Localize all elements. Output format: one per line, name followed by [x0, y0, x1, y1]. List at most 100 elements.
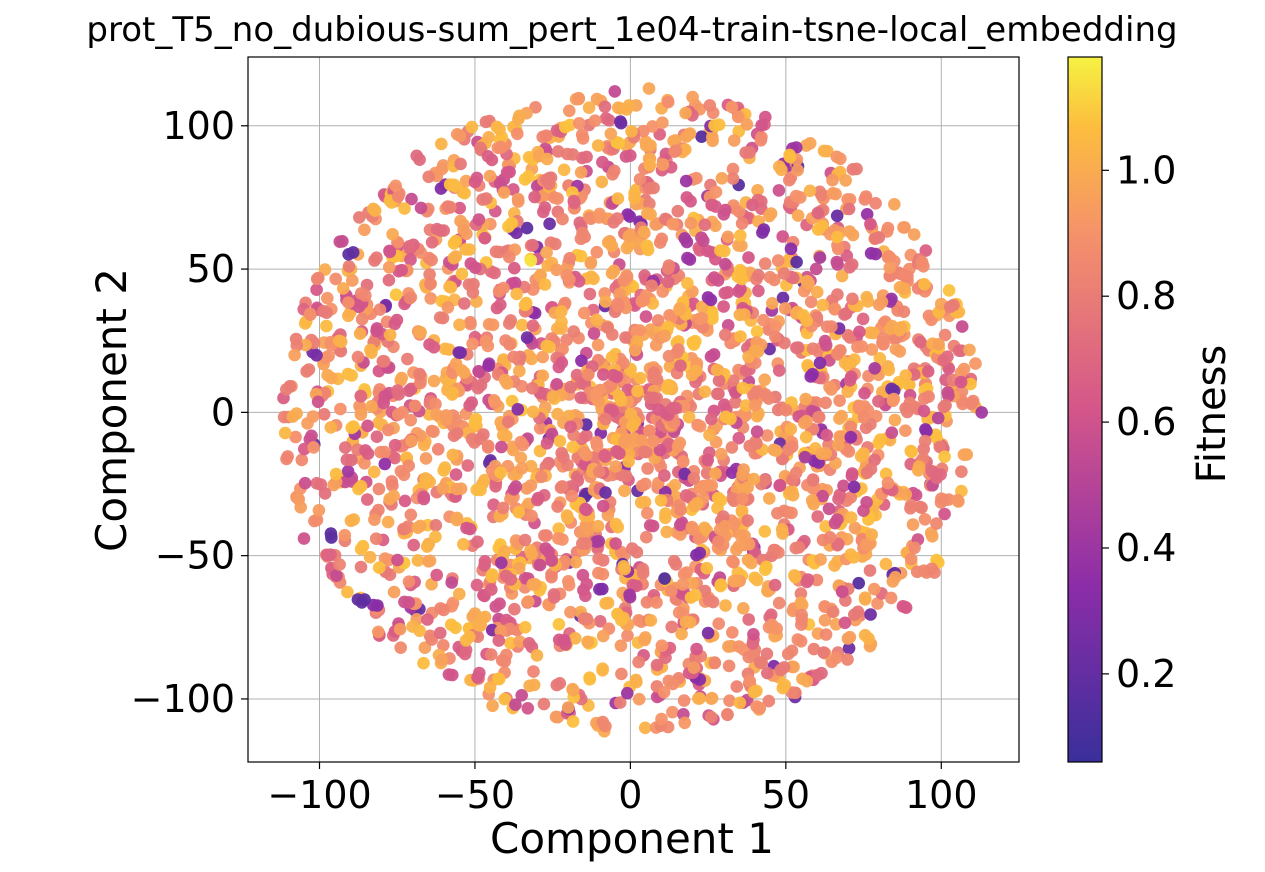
scatter-point [500, 166, 514, 179]
scatter-point [334, 335, 348, 349]
scatter-point [830, 150, 844, 164]
scatter-point [382, 273, 396, 287]
scatter-point [566, 440, 580, 454]
scatter-point [489, 600, 503, 613]
scatter-point [845, 258, 859, 271]
scatter-point [851, 340, 864, 354]
scatter-point [620, 432, 633, 446]
scatter-point [535, 470, 548, 484]
scatter-point [492, 672, 505, 686]
scatter-point [423, 554, 437, 568]
scatter-point [792, 541, 806, 554]
scatter-point [897, 305, 911, 319]
scatter-point [893, 345, 907, 358]
scatter-point [963, 343, 976, 357]
scatter-point [628, 344, 642, 357]
scatter-point [662, 259, 676, 272]
scatter-point [472, 213, 486, 226]
scatter-point [481, 439, 495, 453]
scatter-point [640, 530, 653, 544]
scatter-point [345, 421, 359, 435]
scatter-point [588, 114, 602, 127]
scatter-point [595, 175, 609, 189]
scatter-point [783, 148, 796, 162]
scatter-point [883, 261, 897, 275]
scatter-point [640, 596, 654, 609]
scatter-point [310, 513, 324, 527]
scatter-point [839, 174, 852, 187]
scatter-point [458, 186, 471, 200]
scatter-point [355, 313, 369, 326]
scatter-point [825, 320, 838, 333]
scatter-point [434, 626, 447, 640]
scatter-point [581, 368, 595, 382]
scatter-point [869, 197, 882, 210]
scatter-point [425, 633, 439, 646]
scatter-point [784, 422, 798, 436]
scatter-point [644, 614, 658, 627]
x-axis-ticks: −100 −50 0 50 100 [267, 762, 978, 817]
scatter-point [436, 482, 450, 495]
scatter-point [693, 312, 707, 326]
scatter-point [899, 402, 912, 415]
scatter-point [726, 374, 740, 388]
scatter-point [391, 553, 404, 567]
scatter-point [363, 550, 377, 564]
scatter-point [551, 145, 565, 158]
scatter-point [424, 292, 438, 305]
scatter-point [860, 496, 873, 509]
scatter-point [435, 137, 448, 151]
scatter-point [763, 492, 776, 505]
scatter-point [615, 667, 628, 681]
scatter-point [739, 146, 752, 159]
scatter-point [721, 708, 734, 721]
scatter-point [542, 177, 556, 191]
scatter-point [758, 373, 771, 387]
scatter-point [478, 231, 492, 245]
scatter-point [769, 320, 782, 333]
scatter-point [520, 331, 534, 344]
scatter-point [401, 520, 415, 533]
scatter-point [592, 552, 605, 565]
scatter-point [689, 588, 702, 602]
scatter-point [552, 618, 566, 631]
scatter-point [904, 499, 918, 512]
scatter-point [964, 377, 977, 391]
scatter-point [361, 447, 375, 461]
scatter-point [882, 249, 895, 263]
scatter-point [798, 450, 812, 464]
scatter-point [830, 230, 844, 244]
scatter-point [506, 443, 520, 457]
scatter-point [674, 503, 687, 517]
scatter-point [564, 480, 578, 493]
scatter-point [463, 522, 477, 536]
scatter-point [714, 578, 728, 591]
scatter-point [478, 473, 492, 487]
scatter-point [918, 434, 932, 448]
scatter-point [681, 251, 694, 265]
scatter-point [621, 208, 634, 221]
scatter-point [593, 207, 606, 221]
scatter-point [955, 465, 968, 479]
scatter-point [684, 195, 697, 208]
scatter-point [402, 575, 416, 588]
scatter-point [631, 384, 644, 398]
scatter-point [404, 253, 417, 266]
scatter-point [312, 504, 326, 517]
scatter-point [511, 127, 524, 141]
scatter-point [791, 633, 805, 646]
scatter-point [625, 125, 638, 138]
scatter-point [643, 424, 656, 438]
scatter-point [608, 85, 622, 98]
scatter-point [528, 190, 541, 204]
scatter-point [574, 391, 588, 405]
scatter-point [687, 472, 701, 485]
y-tick-label: 0 [211, 390, 235, 434]
scatter-point [297, 532, 311, 545]
scatter-point [556, 533, 569, 546]
scatter-point [592, 566, 605, 580]
scatter-point [450, 511, 464, 525]
scatter-point [938, 507, 951, 521]
scatter-point [338, 528, 352, 542]
